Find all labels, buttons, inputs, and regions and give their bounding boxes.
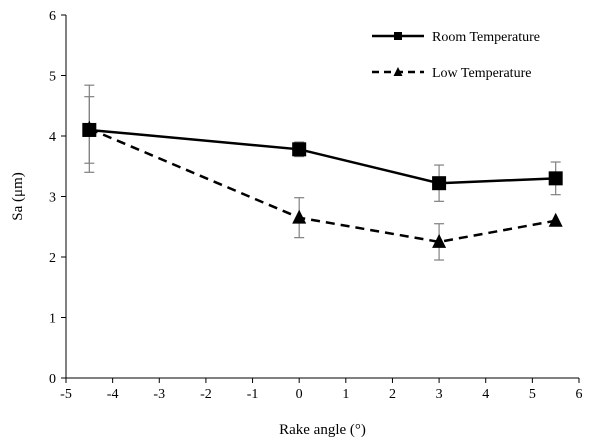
x-tick-label: -5	[60, 387, 72, 402]
x-tick-label: 2	[389, 387, 396, 402]
legend-triangle-marker-icon	[393, 67, 403, 76]
room-temperature-line	[89, 128, 556, 185]
low-temperature-line	[88, 127, 556, 244]
y-tick-label: 6	[49, 9, 56, 24]
legend-label-low-temperature: Low Temperature	[432, 66, 531, 81]
x-tick-label: -4	[107, 387, 119, 402]
triangle-marker	[548, 212, 563, 227]
triangle-marker	[292, 209, 307, 224]
series-lines	[88, 127, 556, 244]
y-axis-title: Sa (μm)	[10, 172, 26, 220]
y-tick-label: 2	[49, 251, 56, 266]
y-tick-label: 1	[49, 312, 56, 327]
plot-area: -5 -4 -3 -2 -1 0 1 2 3 4 5 6 0 1 2 3 4 5 6	[49, 9, 583, 402]
x-tick-label: -3	[153, 387, 165, 402]
triangle-marker	[432, 233, 447, 248]
triangle-marker	[82, 120, 97, 135]
legend-item-room-temperature: Room Temperature	[372, 30, 540, 45]
data-markers	[82, 120, 563, 248]
legend-item-low-temperature: Low Temperature	[372, 66, 531, 81]
x-tick-label: 3	[436, 387, 443, 402]
square-marker	[432, 176, 447, 191]
x-tick-label: 5	[529, 387, 536, 402]
x-tick-label: 0	[296, 387, 303, 402]
legend-label-room-temperature: Room Temperature	[432, 30, 540, 45]
y-tick-label: 5	[49, 70, 56, 85]
x-tick-label: -1	[247, 387, 259, 402]
legend-square-marker-icon	[394, 32, 402, 40]
x-tick-label: -2	[200, 387, 212, 402]
square-marker	[292, 142, 307, 157]
x-tick-label: 6	[576, 387, 583, 402]
legend: Room Temperature Low Temperature	[372, 30, 540, 81]
x-tick-label: 1	[342, 387, 349, 402]
x-axis-title: Rake angle (°)	[279, 422, 366, 438]
x-tick-label: 4	[482, 387, 489, 402]
y-tick-label: 3	[49, 191, 56, 206]
square-marker	[548, 171, 563, 186]
axis-ticks: -5 -4 -3 -2 -1 0 1 2 3 4 5 6 0 1 2 3 4 5 6	[49, 9, 583, 402]
y-tick-label: 4	[49, 130, 56, 145]
y-tick-label: 0	[49, 372, 56, 387]
